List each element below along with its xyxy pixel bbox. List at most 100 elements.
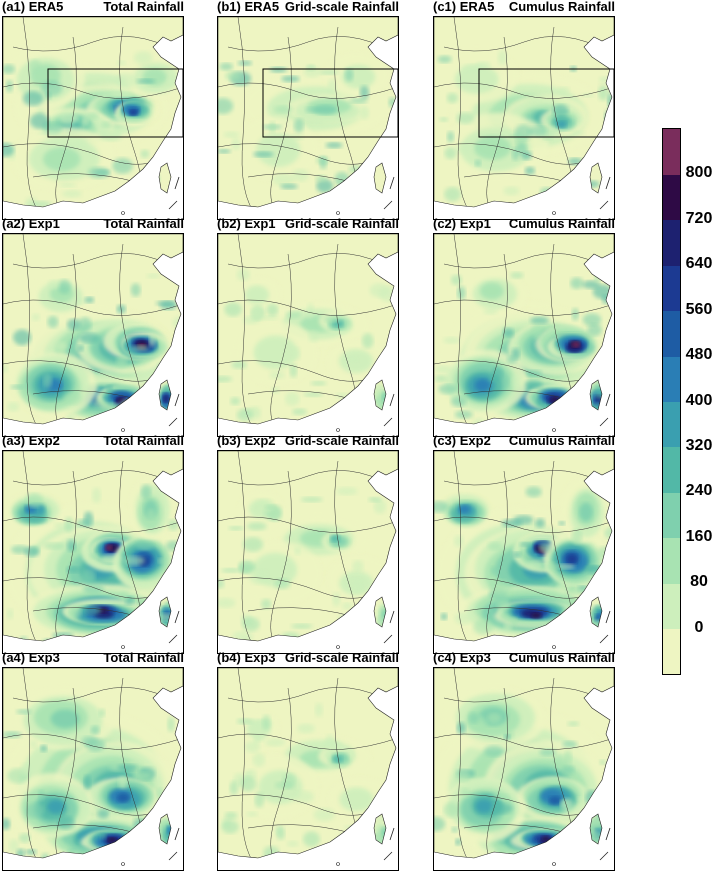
rain-patch xyxy=(516,142,528,156)
map-svg xyxy=(3,451,183,649)
rain-patch xyxy=(169,378,183,391)
rain-patch xyxy=(116,73,137,88)
panel-variable-title: Grid-scale Rainfall xyxy=(284,216,399,231)
rain-patch xyxy=(502,327,514,338)
panel-label: (b4) Exp3 xyxy=(217,650,276,665)
rain-patch xyxy=(80,605,102,615)
rain-patch xyxy=(148,333,156,347)
rain-patch xyxy=(473,619,493,635)
colorbar-tick-label: 240 xyxy=(685,482,713,500)
rain-patch xyxy=(260,421,279,424)
rain-patch xyxy=(157,557,165,564)
rain-patch xyxy=(274,105,294,114)
rain-patch xyxy=(229,780,239,795)
rain-patch xyxy=(305,107,321,114)
rain-contour xyxy=(578,502,593,522)
province-boundary xyxy=(486,253,510,424)
rain-patch xyxy=(582,280,600,289)
rain-patch xyxy=(289,364,298,378)
rain-contour xyxy=(572,341,580,348)
rain-patch xyxy=(236,718,254,725)
rain-patch xyxy=(440,612,448,621)
rain-patch xyxy=(566,182,573,191)
rain-patch xyxy=(444,187,461,202)
rain-patch xyxy=(25,849,37,855)
taiwan-coastline xyxy=(589,379,603,411)
study-area-box xyxy=(478,68,614,138)
rain-patch xyxy=(560,798,574,812)
rain-patch xyxy=(25,493,43,508)
rain-patch xyxy=(590,402,604,418)
rain-patch xyxy=(457,286,466,300)
rain-patch xyxy=(385,569,398,579)
panel-label: (b2) Exp1 xyxy=(217,216,276,231)
province-boundary xyxy=(22,234,44,424)
rain-patch xyxy=(455,838,462,846)
rain-patch xyxy=(67,318,82,331)
rain-patch xyxy=(529,633,537,641)
rain-patch xyxy=(285,310,302,319)
rain-patch xyxy=(438,384,457,395)
rain-patch xyxy=(6,608,14,620)
rain-patch xyxy=(236,408,253,422)
rain-patch xyxy=(133,819,148,830)
rain-patch xyxy=(280,632,302,641)
island-mark xyxy=(121,862,125,866)
rain-patch xyxy=(490,579,513,595)
rain-patch xyxy=(294,546,301,556)
rain-patch xyxy=(483,745,504,757)
province-boundary xyxy=(3,516,183,533)
colorbar-swatch xyxy=(663,401,680,448)
panel-label: (c2) Exp1 xyxy=(433,216,491,231)
rainfall-map xyxy=(2,233,184,437)
rain-patch xyxy=(92,487,102,503)
rainfall-map xyxy=(433,233,615,437)
province-boundary xyxy=(434,733,614,750)
rain-patch xyxy=(11,545,29,555)
coastline xyxy=(3,668,183,859)
rain-patch xyxy=(512,551,522,558)
rain-patch xyxy=(64,517,74,533)
panel-label: (a3) Exp2 xyxy=(2,433,60,448)
rain-patch xyxy=(374,814,389,822)
island-mark xyxy=(336,862,340,866)
colorbar-tick-label: 80 xyxy=(690,573,708,591)
map-svg xyxy=(3,234,183,432)
rain-contour xyxy=(556,120,567,129)
map-svg xyxy=(434,17,614,215)
panel-b3: (b3) Exp2 Grid-scale Rainfall xyxy=(217,434,429,654)
map-svg xyxy=(218,668,398,866)
taiwan-coastline xyxy=(589,813,603,845)
rain-patch xyxy=(262,715,271,731)
rain-patch xyxy=(456,722,466,735)
rain-patch xyxy=(119,591,129,602)
rain-contour xyxy=(541,836,551,842)
rain-patch xyxy=(562,740,578,748)
island-mark xyxy=(383,200,393,210)
rain-patch xyxy=(101,125,121,141)
coastline xyxy=(434,668,614,859)
rain-patch xyxy=(90,725,100,735)
rain-patch xyxy=(218,579,225,589)
rain-contour xyxy=(50,709,80,729)
province-boundary xyxy=(218,516,398,533)
island-mark xyxy=(168,417,178,427)
rain-patch xyxy=(487,541,503,551)
rain-patch xyxy=(571,308,579,321)
map-svg xyxy=(218,17,398,215)
rain-contour xyxy=(256,132,301,167)
province-boundary xyxy=(486,36,510,207)
rain-contour xyxy=(43,147,81,172)
rain-patch xyxy=(501,519,522,528)
rain-patch xyxy=(118,856,141,858)
rain-patch xyxy=(303,66,321,78)
rain-patch xyxy=(47,279,61,290)
rain-patch xyxy=(109,810,117,820)
province-boundary xyxy=(237,451,259,641)
panel-label: (a1) ERA5 xyxy=(2,0,64,14)
colorbar xyxy=(662,128,681,675)
rain-patch xyxy=(172,342,183,351)
rain-patch xyxy=(81,568,96,584)
rainfall-field xyxy=(434,451,614,641)
rain-patch xyxy=(472,418,486,424)
